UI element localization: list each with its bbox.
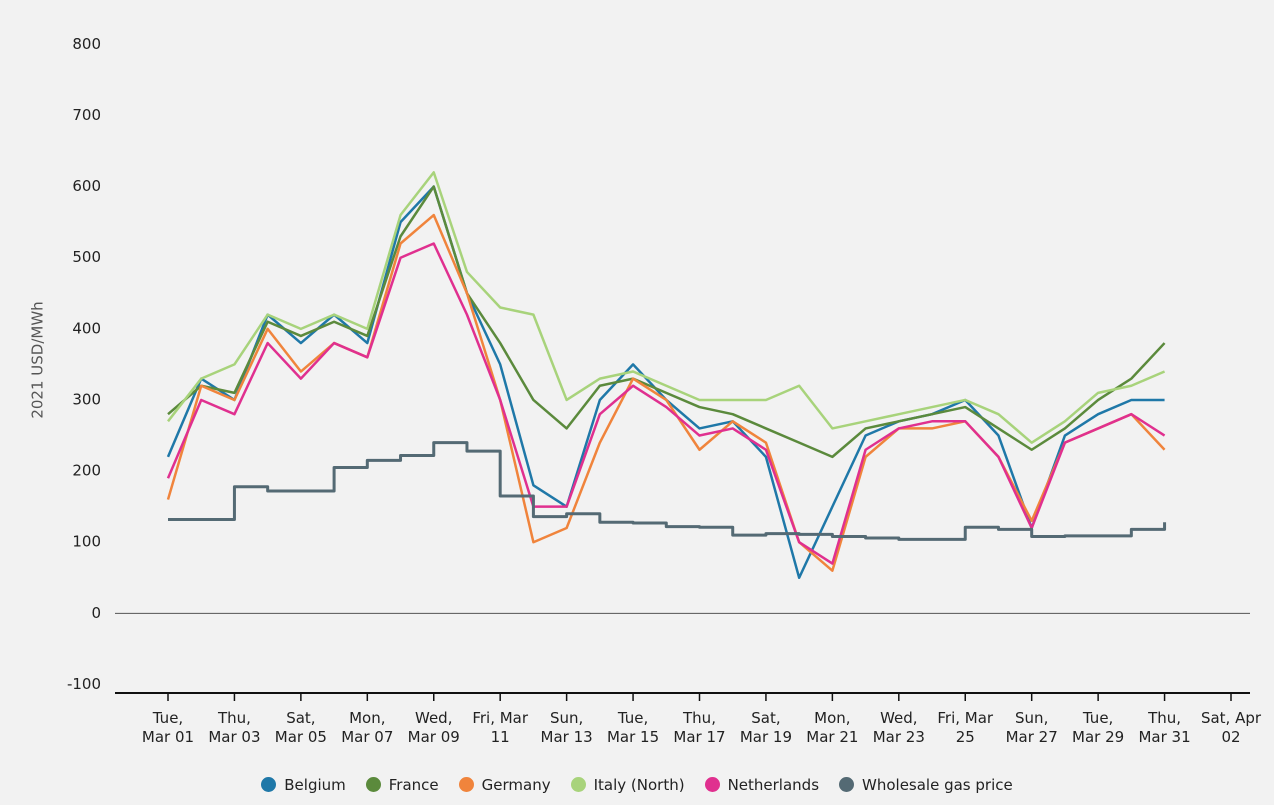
legend-item: Netherlands	[704, 776, 820, 794]
y-tick-label: 500	[72, 248, 101, 266]
legend-label: Italy (North)	[593, 776, 685, 794]
x-tick-label: Tue, Mar 29	[1072, 709, 1125, 746]
y-axis-label: 2021 USD/MWh	[29, 301, 47, 418]
legend-item: Belgium	[261, 776, 346, 794]
y-tick-label: 700	[72, 106, 101, 124]
legend-item: Italy (North)	[570, 776, 685, 794]
y-tick-label: 100	[72, 533, 101, 551]
x-tick-label: Sat, Mar 05	[274, 709, 327, 746]
x-tick-label: Thu, Mar 31	[1138, 709, 1191, 746]
legend-label: Belgium	[284, 776, 346, 794]
x-tick-label: Sat, Apr 02	[1200, 709, 1262, 746]
x-tick-label: Sun, Mar 13	[540, 709, 593, 746]
legend-swatch	[261, 777, 277, 792]
x-tick-label: Tue, Mar 15	[606, 709, 660, 746]
legend-item: Germany	[458, 776, 551, 794]
legend-item: Wholesale gas price	[839, 776, 1013, 794]
legend-item: France	[365, 776, 439, 794]
x-tick-label: Wed, Mar 09	[407, 709, 460, 746]
x-tick-label: Tue, Mar 01	[141, 709, 195, 746]
legend-label: Netherlands	[727, 776, 820, 794]
y-tick-label: 300	[72, 390, 101, 408]
x-tick-label: Mon, Mar 07	[341, 709, 394, 746]
line-series	[166, 185, 1165, 580]
line-series	[166, 242, 1166, 565]
line-series	[167, 171, 1166, 444]
x-tick-label: Thu, Mar 17	[673, 709, 726, 746]
line-series	[168, 441, 1167, 541]
y-tick-label: 600	[72, 177, 101, 195]
y-tick-label: 200	[72, 462, 101, 480]
x-tick-label: Thu, Mar 03	[208, 709, 261, 746]
x-tick-label: Fri, Mar 11	[472, 709, 529, 746]
legend-swatch	[570, 777, 586, 792]
legend-swatch	[458, 777, 474, 792]
x-tick-label: Sat, Mar 19	[739, 709, 793, 746]
legend-swatch	[365, 777, 381, 792]
x-tick-label: Wed, Mar 23	[872, 709, 925, 746]
legend: Belgium France Germany Italy (North) Netherl…	[0, 776, 1274, 794]
y-tick-label: 800	[72, 35, 101, 53]
line-series	[167, 185, 1166, 459]
x-tick-label: Sun, Mar 27	[1005, 709, 1058, 746]
legend-label: Wholesale gas price	[862, 776, 1013, 794]
y-tick-label: 0	[91, 604, 101, 622]
y-tick-label: 400	[72, 319, 101, 337]
x-tick-label: Fri, Mar 25	[937, 709, 994, 746]
x-tick-label: Mon, Mar 21	[806, 709, 859, 746]
legend-label: France	[388, 776, 439, 794]
legend-swatch	[704, 777, 720, 792]
legend-label: Germany	[481, 776, 551, 794]
legend-swatch	[839, 777, 855, 792]
y-tick-label: -100	[67, 675, 101, 693]
